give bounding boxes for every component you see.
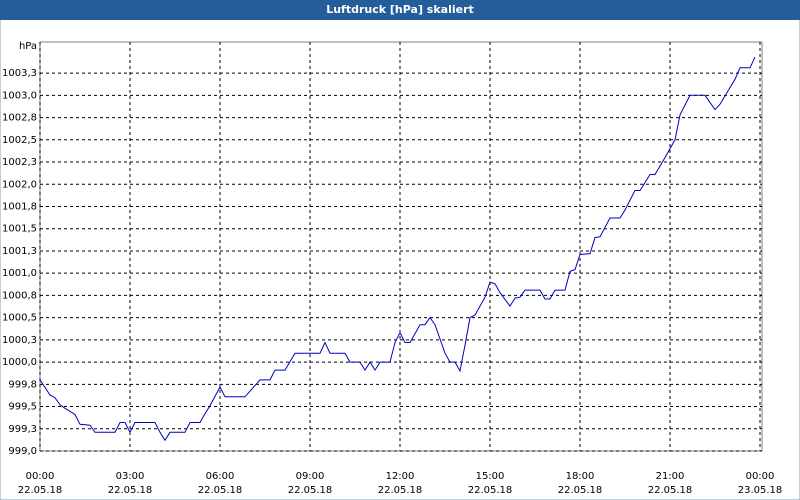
y-tick-label: 1002,3: [2, 157, 37, 168]
x-tick-label: 00:00: [746, 471, 775, 482]
y-tick-label: 1000,8: [2, 290, 37, 301]
x-tick-label: 22.05.18: [108, 485, 153, 496]
y-tick-label: 1001,3: [2, 246, 37, 257]
x-tick-label: 09:00: [296, 471, 325, 482]
x-tick-label: 22.05.18: [288, 485, 333, 496]
y-tick-label: 1001,5: [2, 224, 37, 235]
x-tick-label: 22.05.18: [378, 485, 423, 496]
y-tick-label: 1002,0: [2, 179, 37, 190]
y-tick-label: 1000,0: [2, 357, 37, 368]
x-tick-label: 22.05.18: [198, 485, 243, 496]
y-tick-label: 1000,3: [2, 335, 37, 346]
y-tick-label: 1002,5: [2, 135, 37, 146]
x-tick-label: 03:00: [116, 471, 145, 482]
y-axis-label: hPa: [19, 41, 37, 52]
x-tick-label: 06:00: [206, 471, 235, 482]
y-tick-label: 1001,8: [2, 201, 37, 212]
y-tick-label: 999,0: [8, 446, 37, 457]
x-tick-label: 22.05.18: [18, 485, 63, 496]
x-tick-label: 22.05.18: [558, 485, 603, 496]
y-tick-label: 1002,8: [2, 113, 37, 124]
x-tick-label: 15:00: [476, 471, 505, 482]
y-tick-label: 999,3: [8, 424, 37, 435]
x-tick-label: 12:00: [386, 471, 415, 482]
chart-title: Luftdruck [hPa] skaliert: [326, 3, 474, 16]
y-tick-label: 1001,0: [2, 268, 37, 279]
x-tick-label: 00:00: [26, 471, 55, 482]
x-tick-label: 18:00: [566, 471, 595, 482]
y-tick-label: 1003,3: [2, 68, 37, 79]
data-line: [39, 56, 756, 442]
y-tick-label: 1000,5: [2, 313, 37, 324]
y-tick-label: 999,5: [8, 402, 37, 413]
x-tick-label: 22.05.18: [468, 485, 513, 496]
x-tick-label: 21:00: [656, 471, 685, 482]
y-tick-label: 1003,0: [2, 90, 37, 101]
y-tick-label: 999,8: [8, 379, 37, 390]
title-bar: [0, 0, 800, 20]
x-tick-label: 22.05.18: [648, 485, 693, 496]
x-tick-label: 23.05.18: [738, 485, 783, 496]
